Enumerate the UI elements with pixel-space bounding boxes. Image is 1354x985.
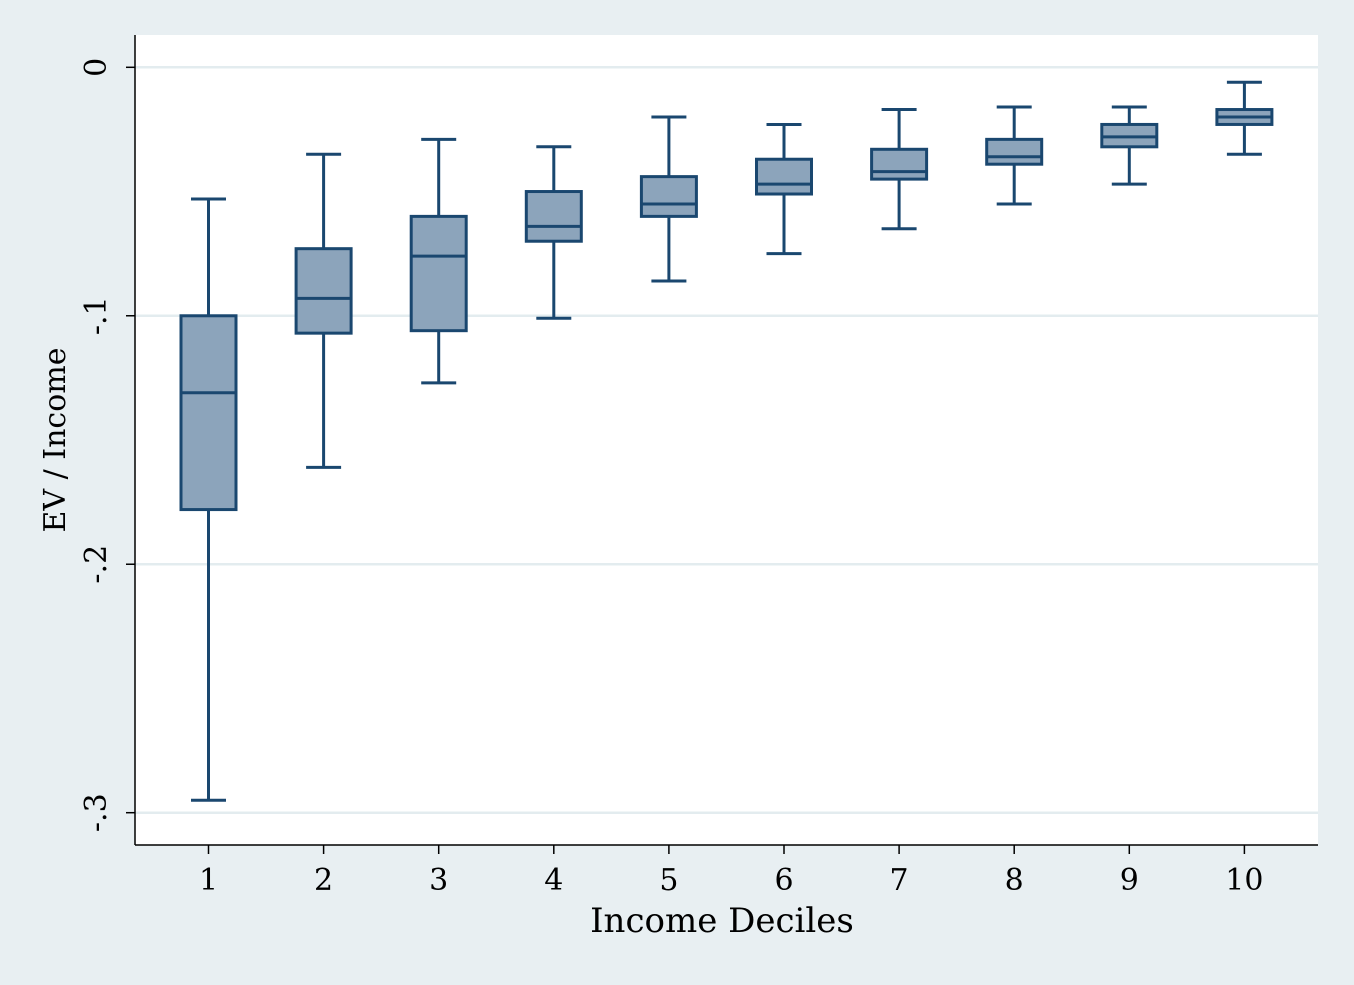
x-tick-label: 4 bbox=[544, 863, 563, 898]
iqr-box bbox=[985, 137, 1044, 166]
iqr-box bbox=[409, 214, 468, 333]
iqr-box bbox=[755, 157, 813, 196]
iqr-box bbox=[294, 247, 353, 335]
iqr-box bbox=[639, 175, 698, 218]
y-tick-label: 0 bbox=[79, 58, 114, 77]
axes bbox=[134, 35, 1318, 846]
box-decile-8 bbox=[985, 105, 1044, 206]
x-tick-label: 10 bbox=[1225, 863, 1263, 898]
x-tick-label: 5 bbox=[659, 863, 678, 898]
x-tick-label: 3 bbox=[429, 863, 448, 898]
x-tick-label: 2 bbox=[314, 863, 333, 898]
box-decile-10 bbox=[1215, 80, 1274, 156]
y-tick-label: -.3 bbox=[79, 793, 114, 832]
plot-area bbox=[135, 35, 1318, 845]
x-axis-title: Income Deciles bbox=[590, 901, 854, 941]
box-decile-4 bbox=[524, 145, 583, 320]
boxes-layer bbox=[179, 80, 1274, 802]
box-decile-1 bbox=[179, 197, 238, 802]
x-tick-label: 9 bbox=[1120, 863, 1139, 898]
box-decile-5 bbox=[639, 115, 698, 283]
y-tick-label: -.1 bbox=[79, 296, 114, 335]
iqr-box bbox=[524, 190, 583, 243]
x-ticks: 1 2 3 4 5 6 7 8 9 10 bbox=[199, 845, 1263, 898]
y-ticks: 0 -.1 -.2 -.3 bbox=[79, 58, 135, 832]
box-decile-2 bbox=[294, 152, 353, 469]
iqr-box bbox=[870, 147, 929, 181]
x-tick-label: 6 bbox=[774, 863, 793, 898]
box-decile-6 bbox=[755, 122, 813, 256]
iqr-box bbox=[179, 314, 238, 512]
x-tick-label: 1 bbox=[199, 863, 218, 898]
x-tick-label: 8 bbox=[1005, 863, 1024, 898]
box-decile-3 bbox=[409, 137, 468, 385]
box-decile-9 bbox=[1100, 105, 1159, 186]
y-axis-title: EV / Income bbox=[38, 348, 73, 533]
y-tick-label: -.2 bbox=[79, 545, 114, 584]
box-decile-7 bbox=[870, 108, 929, 231]
x-tick-label: 7 bbox=[890, 863, 909, 898]
